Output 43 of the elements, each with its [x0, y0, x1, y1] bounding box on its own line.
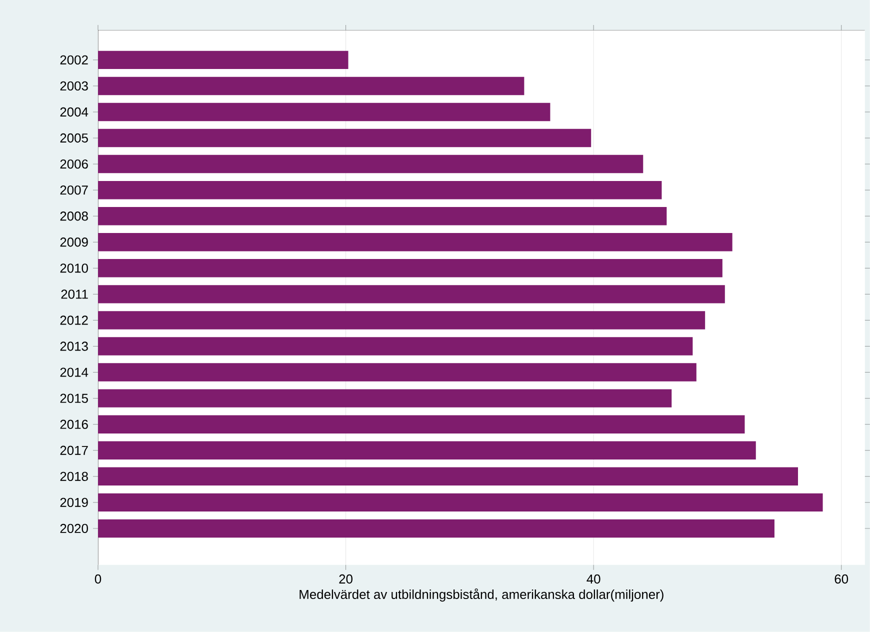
bar [98, 207, 667, 226]
bar [98, 128, 592, 148]
y-tick-label: 2013 [60, 342, 88, 351]
y-tick-label: 2012 [60, 316, 88, 325]
y-tick-label: 2008 [60, 212, 88, 221]
bar [98, 467, 798, 486]
y-tick-label: 2007 [60, 186, 88, 195]
x-axis-title: Medelvärdet av utbildningsbistånd, amerikanska dollar(miljoner) [300, 588, 664, 602]
y-tick-label: 2006 [60, 160, 88, 169]
y-tick-label: 2003 [60, 81, 88, 91]
bar [98, 519, 774, 538]
bar [98, 102, 550, 122]
bar [98, 154, 644, 174]
y-tick-label: 2016 [60, 420, 88, 429]
x-tick-label: 20 [339, 574, 352, 584]
x-tick-label: 0 [94, 574, 102, 584]
bar [98, 76, 524, 96]
y-tick-label: 2011 [61, 290, 88, 299]
bar [98, 233, 732, 252]
bar [98, 285, 725, 304]
bar [98, 389, 672, 408]
y-tick-label: 2020 [60, 524, 88, 534]
y-tick-label: 2004 [60, 107, 88, 117]
y-tick-label: 2010 [60, 264, 88, 273]
bar [98, 311, 706, 330]
y-tick-label: 2002 [60, 55, 88, 65]
bar [98, 337, 693, 356]
y-tick-label: 2014 [60, 368, 88, 377]
y-tick-label: 2019 [60, 498, 88, 508]
bar [98, 363, 696, 382]
y-tick-label: 2017 [60, 446, 88, 456]
bar [98, 441, 756, 460]
x-tick-label: 40 [586, 574, 600, 584]
x-tick-label: 60 [834, 574, 848, 584]
bar [98, 259, 722, 278]
y-tick-label: 2005 [60, 133, 88, 143]
bar [98, 50, 348, 70]
bar [98, 493, 823, 512]
y-tick-label: 2015 [60, 394, 88, 403]
bar [98, 415, 745, 434]
y-tick-label: 2018 [60, 472, 88, 482]
bar [98, 181, 662, 200]
y-tick-label: 2009 [60, 238, 88, 247]
